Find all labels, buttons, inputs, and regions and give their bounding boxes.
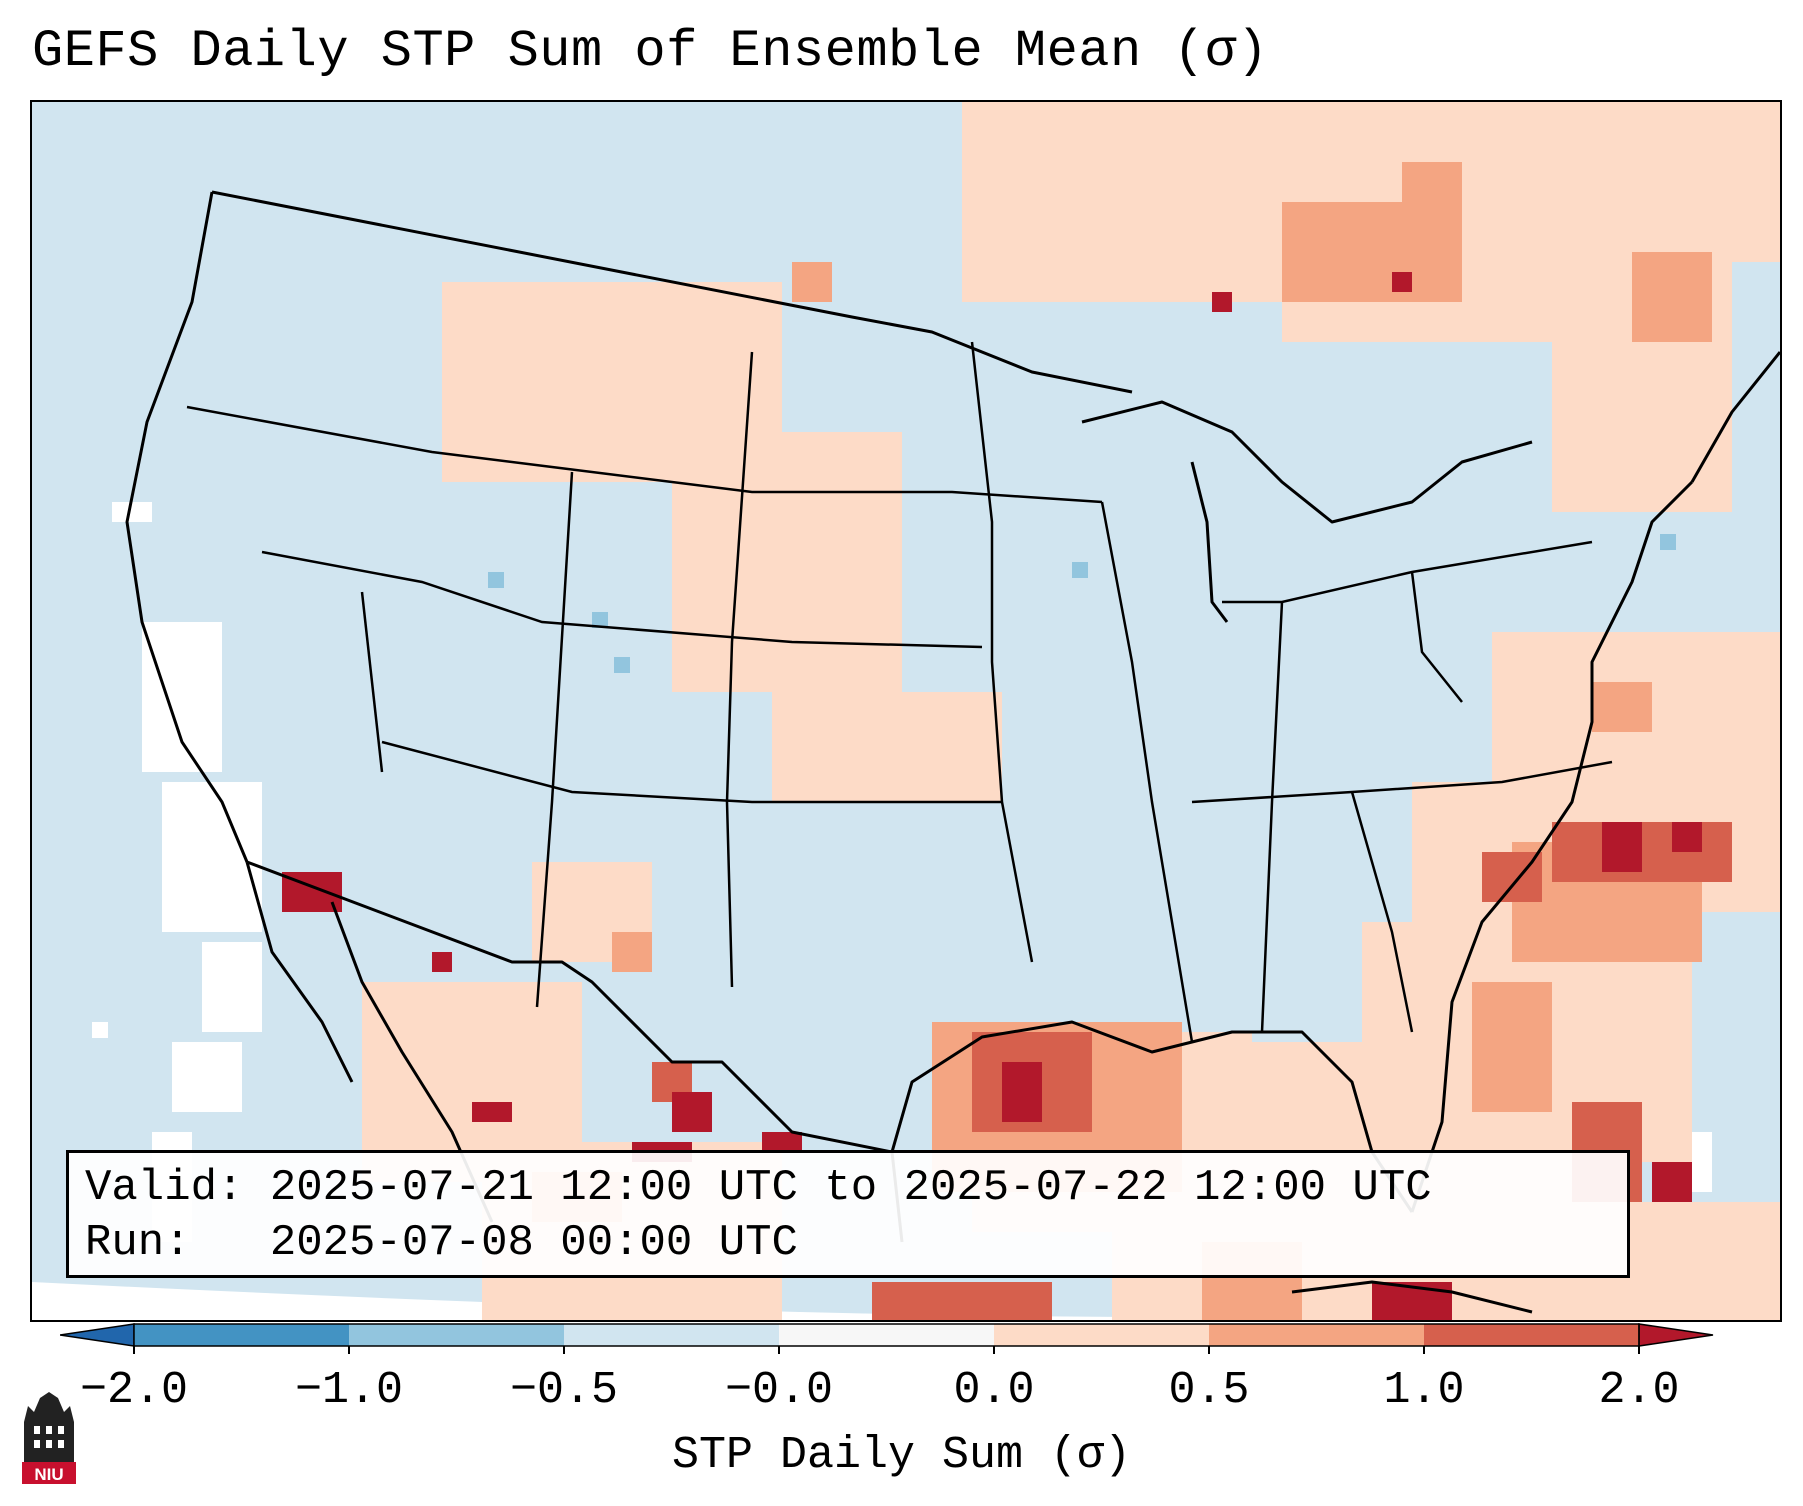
colorbar-label: STP Daily Sum (σ) [671, 1430, 1132, 1481]
colorbar-segment [349, 1324, 564, 1346]
colorbar-segment [994, 1324, 1209, 1346]
chart-title: GEFS Daily STP Sum of Ensemble Mean (σ) [32, 22, 1269, 81]
colorbar-tick-label: −0.0 [724, 1365, 834, 1416]
valid-row: Valid: 2025-07-21 12:00 UTC to 2025-07-2… [85, 1161, 1627, 1216]
run-row: Run: 2025-07-08 00:00 UTC [85, 1216, 1627, 1271]
map-panel [30, 100, 1782, 1322]
colorbar-tick-label: 2.0 [1598, 1365, 1680, 1416]
canada-coast [1690, 351, 1780, 483]
canada-us-border [211, 190, 1133, 394]
us-west-coast [125, 191, 249, 863]
colorbar-extend-high [1638, 1323, 1714, 1347]
us-mexico-border [246, 860, 893, 1154]
colorbar [60, 1323, 1714, 1354]
great-lakes [1081, 400, 1533, 524]
map-canvas [32, 102, 1780, 1320]
lake-michigan [1190, 461, 1229, 623]
colorbar-segment [1424, 1324, 1639, 1346]
colorbar-segment [134, 1324, 349, 1346]
colorbar-extend-low [60, 1323, 135, 1347]
gulf-coast [890, 1020, 1414, 1243]
boundaries [125, 190, 1780, 1314]
logo-text: NIU [34, 1465, 63, 1484]
colorbar-outline [133, 1323, 1640, 1347]
colorbar-segment [779, 1324, 994, 1346]
colorbar-tick-label: −1.0 [294, 1365, 404, 1416]
cuba [1291, 1280, 1533, 1314]
colorbar-tick-label: −2.0 [79, 1365, 189, 1416]
colorbar-tick-label: 0.0 [953, 1365, 1035, 1416]
niu-tower-logo-icon: NIU [22, 1392, 76, 1484]
colorbar-tick-label: −0.5 [509, 1365, 619, 1416]
anomaly-high [652, 822, 1732, 1320]
valid-value: 2025-07-21 12:00 UTC to 2025-07-22 12:00… [269, 1163, 1432, 1213]
state-borders [186, 341, 1613, 1043]
colorbar-tick-label: 1.0 [1383, 1365, 1465, 1416]
colorbar-tick-label: 0.5 [1168, 1365, 1250, 1416]
info-box: Valid: 2025-07-21 12:00 UTC to 2025-07-2… [66, 1150, 1630, 1278]
atlantic-coast [1410, 480, 1694, 1213]
run-value: 2025-07-08 00:00 UTC [269, 1218, 798, 1268]
valid-label: Valid: [85, 1163, 244, 1213]
colorbar-segment [564, 1324, 779, 1346]
anomaly-negative [488, 534, 1676, 673]
baja-peninsula [245, 861, 354, 1083]
colorbar-segment [1209, 1324, 1424, 1346]
run-label: Run: [85, 1218, 191, 1268]
